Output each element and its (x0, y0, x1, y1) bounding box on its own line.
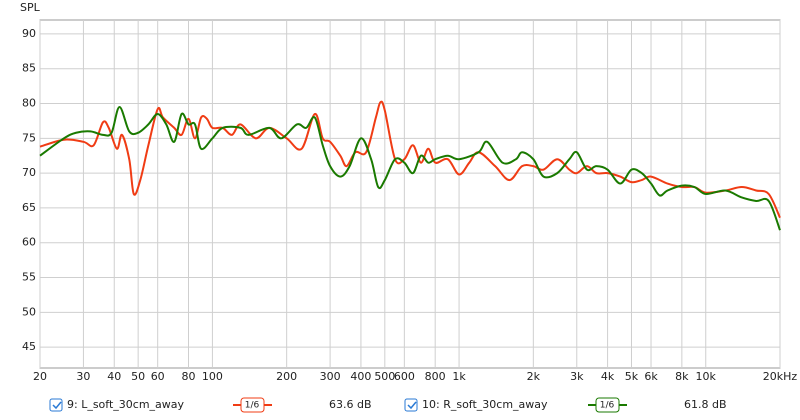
x-tick-label: 4k (601, 370, 615, 383)
x-tick-label: 20kHz (763, 370, 798, 383)
y-tick-label: 60 (22, 236, 36, 249)
x-tick-label: 5k (625, 370, 639, 383)
checkmark (407, 401, 417, 410)
checkmark (52, 401, 62, 410)
x-tick-label: 30 (76, 370, 90, 383)
y-tick-label: 50 (22, 305, 36, 318)
x-tick-label: 20 (33, 370, 47, 383)
y-tick-label: 75 (22, 131, 36, 144)
x-tick-label: 1k (452, 370, 466, 383)
y-tick-label: 70 (22, 166, 36, 179)
legend-readout: 63.6 dB (329, 398, 372, 411)
y-tick-label: 80 (22, 97, 36, 110)
x-tick-label: 200 (276, 370, 297, 383)
x-tick-label: 300 (320, 370, 341, 383)
legend-checkbox[interactable] (49, 398, 63, 412)
legend-checkbox[interactable] (404, 398, 418, 412)
y-tick-label: 85 (22, 62, 36, 75)
x-tick-label: 400 (350, 370, 371, 383)
series-line (39, 105, 781, 231)
x-tick-label: 600 (394, 370, 415, 383)
y-tick-label: 65 (22, 201, 36, 214)
y-tick-label: 45 (22, 340, 36, 353)
smoothing-box (595, 397, 620, 413)
x-tick-label: 2k (527, 370, 541, 383)
x-tick-label: 40 (107, 370, 121, 383)
legend-readout: 61.8 dB (684, 398, 727, 411)
x-tick-label: 80 (182, 370, 196, 383)
smoothing-box (240, 397, 265, 413)
x-tick-label: 3k (570, 370, 584, 383)
y-tick-label: 90 (22, 27, 36, 40)
x-tick-label: 500 (374, 370, 395, 383)
x-tick-label: 6k (644, 370, 658, 383)
smoothing-label: 1/6 (245, 401, 260, 411)
series-line (39, 100, 781, 219)
legend-label: 9: L_soft_30cm_away (67, 398, 185, 411)
y-tick-label: 55 (22, 271, 36, 284)
x-tick-label: 100 (202, 370, 223, 383)
x-tick-label: 50 (131, 370, 145, 383)
x-tick-label: 10k (696, 370, 717, 383)
y-axis-label: SPL (20, 1, 41, 14)
legend-item[interactable]: 9: L_soft_30cm_away 1/6 63.6 dB (49, 397, 372, 413)
x-tick-label: 8k (675, 370, 689, 383)
smoothing-label: 1/6 (600, 401, 615, 411)
x-tick-label: 60 (151, 370, 165, 383)
legend-label: 10: R_soft_30cm_away (422, 398, 548, 411)
legend-item[interactable]: 10: R_soft_30cm_away 1/6 61.8 dB (404, 397, 727, 413)
x-tick-label: 800 (425, 370, 446, 383)
